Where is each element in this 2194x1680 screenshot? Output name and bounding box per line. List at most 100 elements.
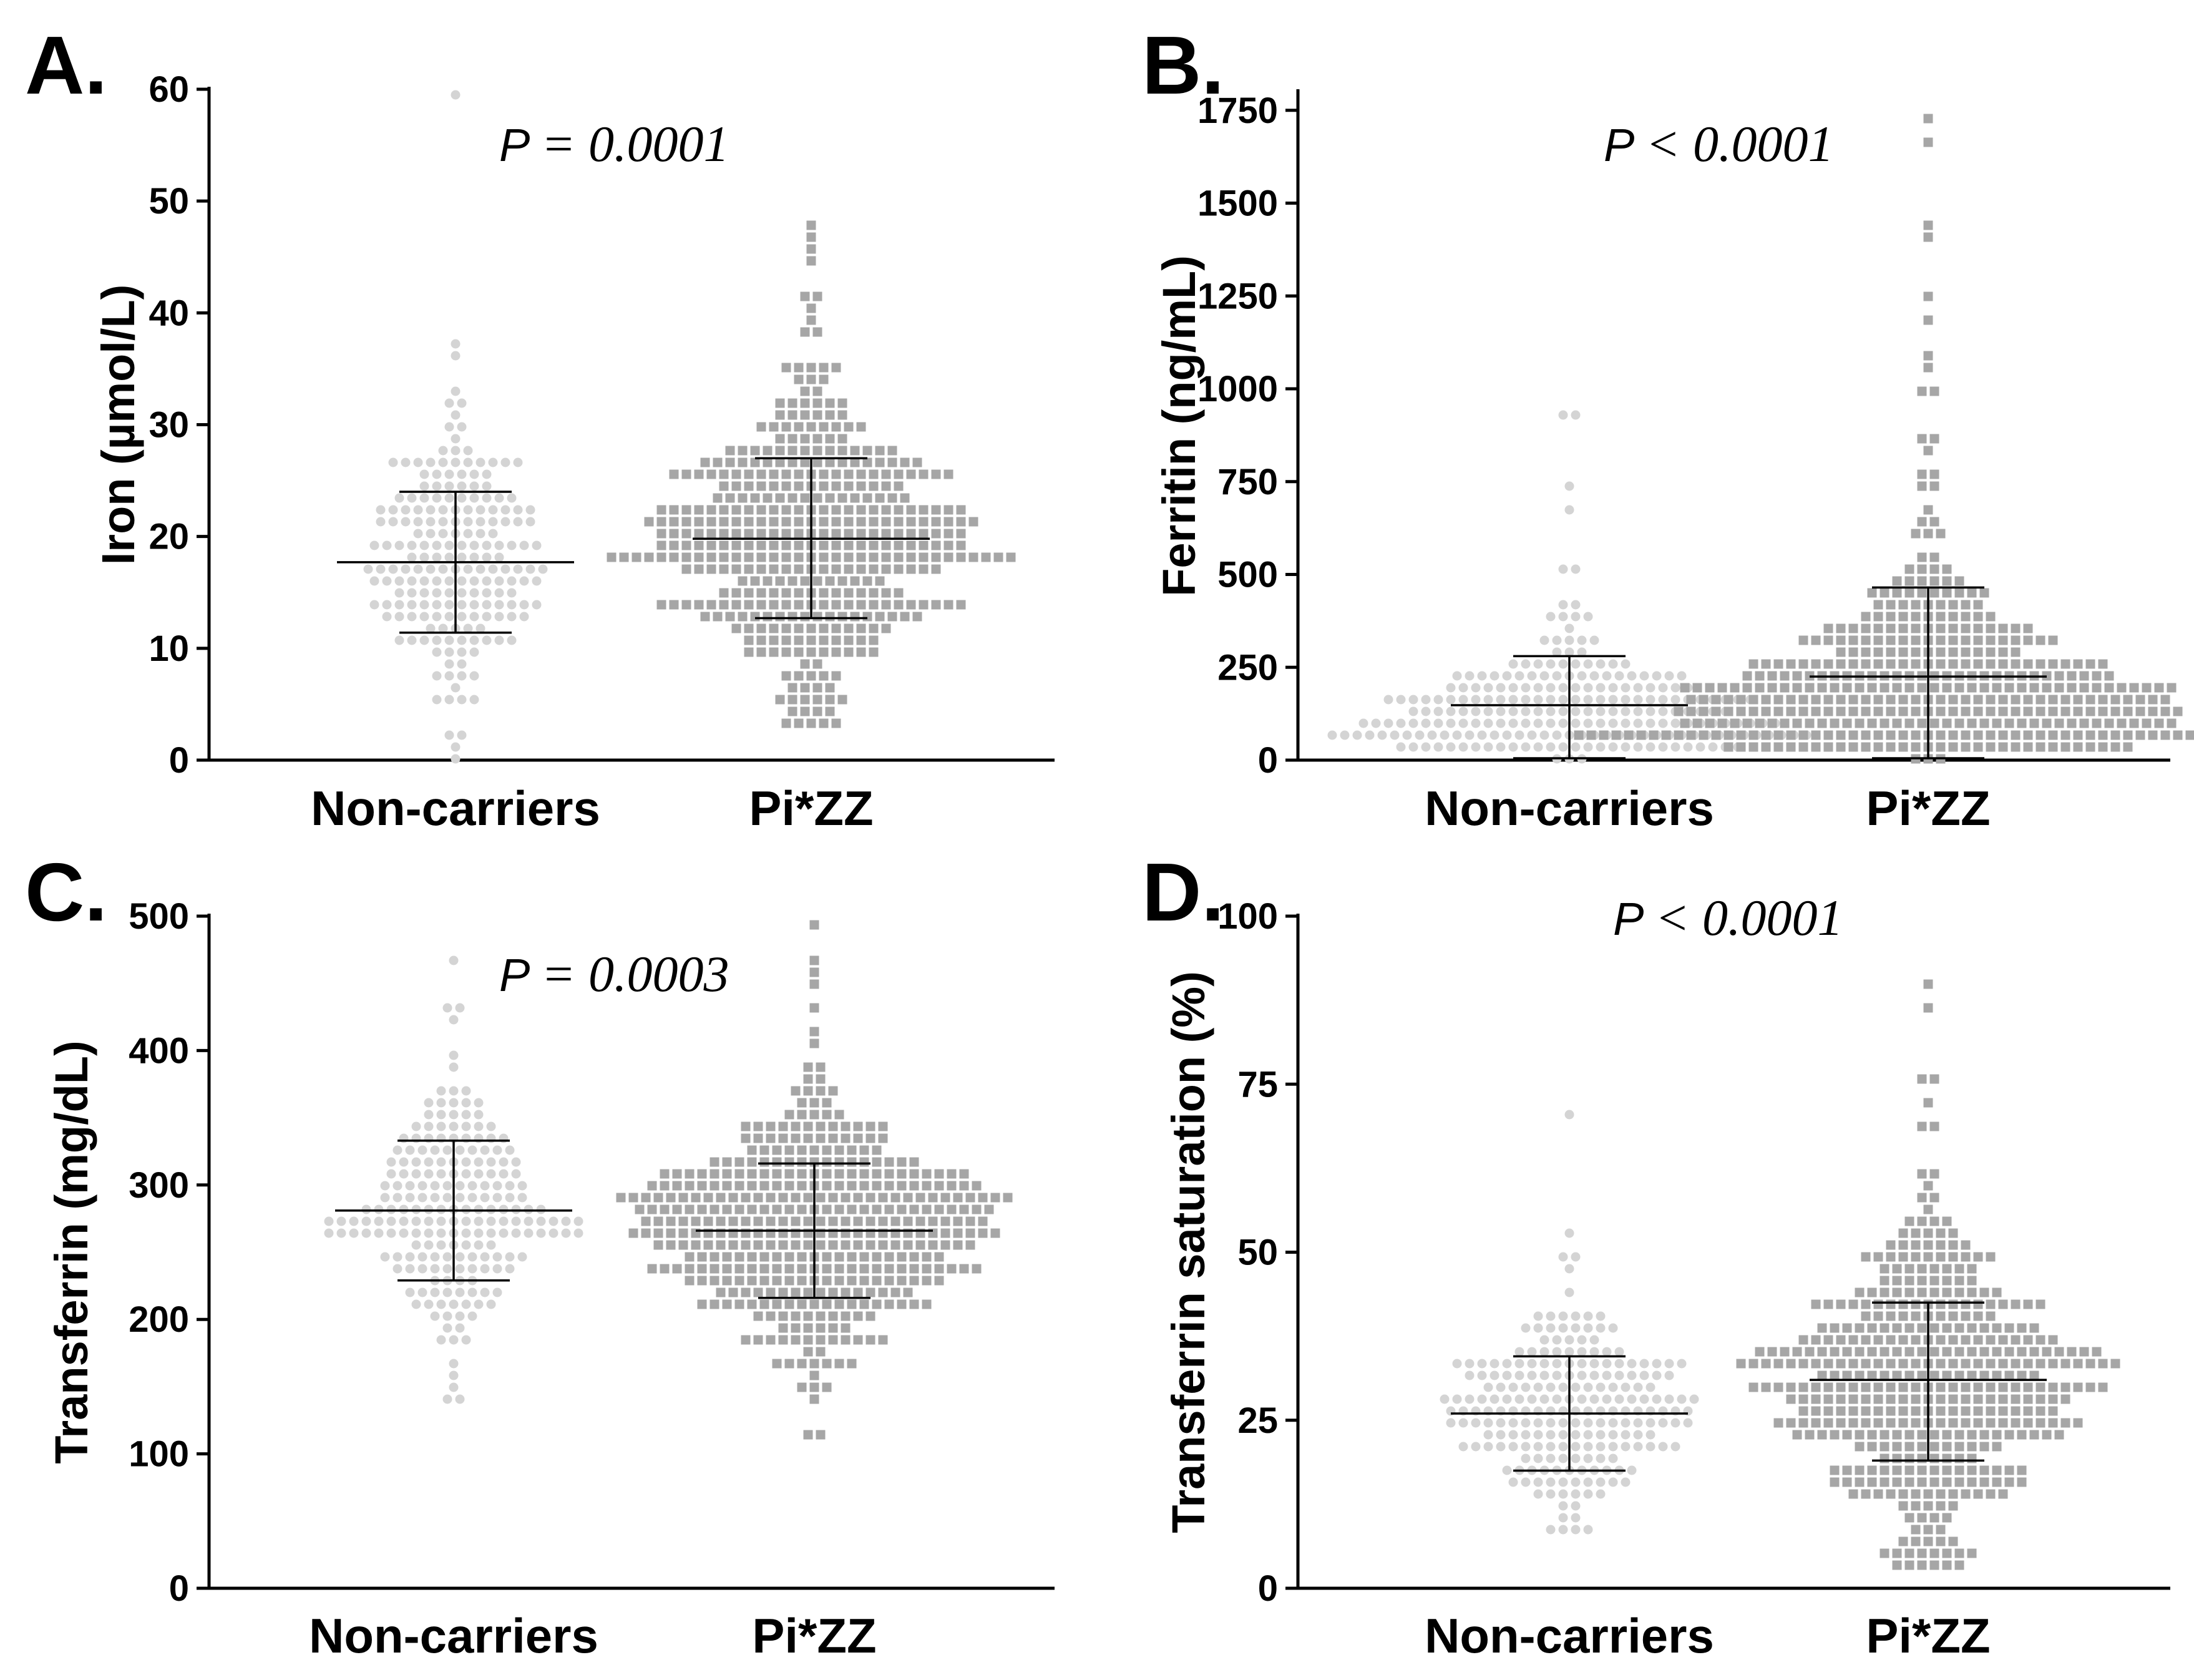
data-point <box>2004 1465 2014 1475</box>
data-point <box>919 540 929 550</box>
data-point <box>1483 683 1493 693</box>
data-point <box>1465 1370 1475 1380</box>
data-point <box>756 647 766 657</box>
data-point <box>2011 659 2021 669</box>
data-point <box>1608 683 1618 693</box>
data-point <box>1861 742 1871 752</box>
data-point <box>678 1216 688 1226</box>
data-point <box>1489 1359 1499 1369</box>
data-point <box>1986 623 1996 633</box>
data-point <box>809 955 819 965</box>
data-point <box>449 1359 459 1369</box>
data-point <box>1917 1216 1927 1226</box>
data-point <box>1973 706 1983 716</box>
data-point <box>1458 706 1468 716</box>
data-point <box>1652 671 1662 681</box>
data-point <box>1546 742 1556 752</box>
data-point <box>1823 742 1833 752</box>
data-point <box>947 1264 957 1274</box>
data-point <box>747 1252 757 1262</box>
data-point <box>494 576 504 586</box>
data-point <box>741 1133 751 1143</box>
data-point <box>766 1216 776 1226</box>
data-point <box>1842 1465 1852 1475</box>
data-point <box>2054 1347 2064 1357</box>
data-point <box>1923 505 1933 515</box>
data-point <box>1880 1442 1889 1452</box>
data-point <box>875 457 885 467</box>
data-point <box>744 481 754 491</box>
data-point <box>1711 706 1721 716</box>
data-point <box>1458 1418 1468 1428</box>
data-point <box>837 410 847 420</box>
data-point <box>1552 1370 1562 1380</box>
data-point <box>1929 386 1939 396</box>
data-point <box>2048 1406 2058 1416</box>
data-point <box>853 1311 863 1321</box>
data-point <box>1533 1477 1543 1487</box>
data-point <box>469 695 479 705</box>
data-point <box>1730 718 1740 728</box>
data-point <box>1861 1406 1871 1416</box>
data-point <box>1917 564 1927 574</box>
data-point <box>1936 600 1946 610</box>
data-point <box>772 1276 782 1286</box>
data-point <box>869 552 879 562</box>
data-point <box>1942 1513 1952 1523</box>
data-point <box>881 529 891 539</box>
data-point <box>797 1276 807 1286</box>
data-point <box>822 1181 832 1191</box>
data-point <box>772 1252 782 1262</box>
data-point <box>1873 1489 1883 1499</box>
data-point <box>1911 1382 1921 1392</box>
data-point <box>432 612 442 622</box>
data-point <box>1892 1560 1902 1570</box>
data-point <box>756 481 766 491</box>
data-point <box>401 517 411 527</box>
data-point <box>442 1323 452 1333</box>
data-point <box>1861 635 1871 645</box>
data-point <box>1954 1477 1964 1487</box>
data-point <box>1823 1359 1833 1369</box>
data-point <box>436 1098 446 1108</box>
data-point <box>1936 1501 1946 1511</box>
data-point <box>1904 1347 1914 1357</box>
data-point <box>831 422 841 432</box>
data-point <box>900 493 910 503</box>
data-point <box>819 718 829 728</box>
data-point <box>1683 1418 1693 1428</box>
data-point <box>424 1169 434 1179</box>
data-point <box>411 1157 421 1167</box>
y-tick-label: 300 <box>129 1165 189 1206</box>
data-point <box>469 576 479 586</box>
data-point <box>1761 706 1771 716</box>
data-point <box>2023 1406 2033 1416</box>
data-point <box>2029 1370 2039 1380</box>
data-point <box>769 529 779 539</box>
data-point <box>411 1240 421 1250</box>
data-point <box>816 1287 826 1297</box>
data-point <box>1577 1335 1587 1345</box>
data-point <box>1973 647 1983 657</box>
data-point <box>922 1181 932 1191</box>
data-point <box>2023 1394 2033 1404</box>
data-point <box>1836 1418 1846 1428</box>
data-point <box>469 612 479 622</box>
data-point <box>1836 635 1846 645</box>
data-point <box>1942 1548 1952 1558</box>
data-point <box>1892 1347 1902 1357</box>
data-point <box>1533 1453 1543 1463</box>
data-point <box>1564 1110 1574 1120</box>
data-point <box>1608 1477 1618 1487</box>
data-point <box>1564 647 1574 657</box>
data-point <box>878 1216 888 1226</box>
data-point <box>1917 481 1927 491</box>
data-point <box>1792 683 1802 693</box>
data-point <box>2023 1335 2033 1345</box>
data-point <box>1508 1418 1518 1428</box>
data-point <box>1861 1489 1871 1499</box>
data-point <box>666 1216 676 1226</box>
data-point <box>800 291 810 301</box>
data-point <box>388 505 398 515</box>
data-point <box>1948 730 1958 740</box>
